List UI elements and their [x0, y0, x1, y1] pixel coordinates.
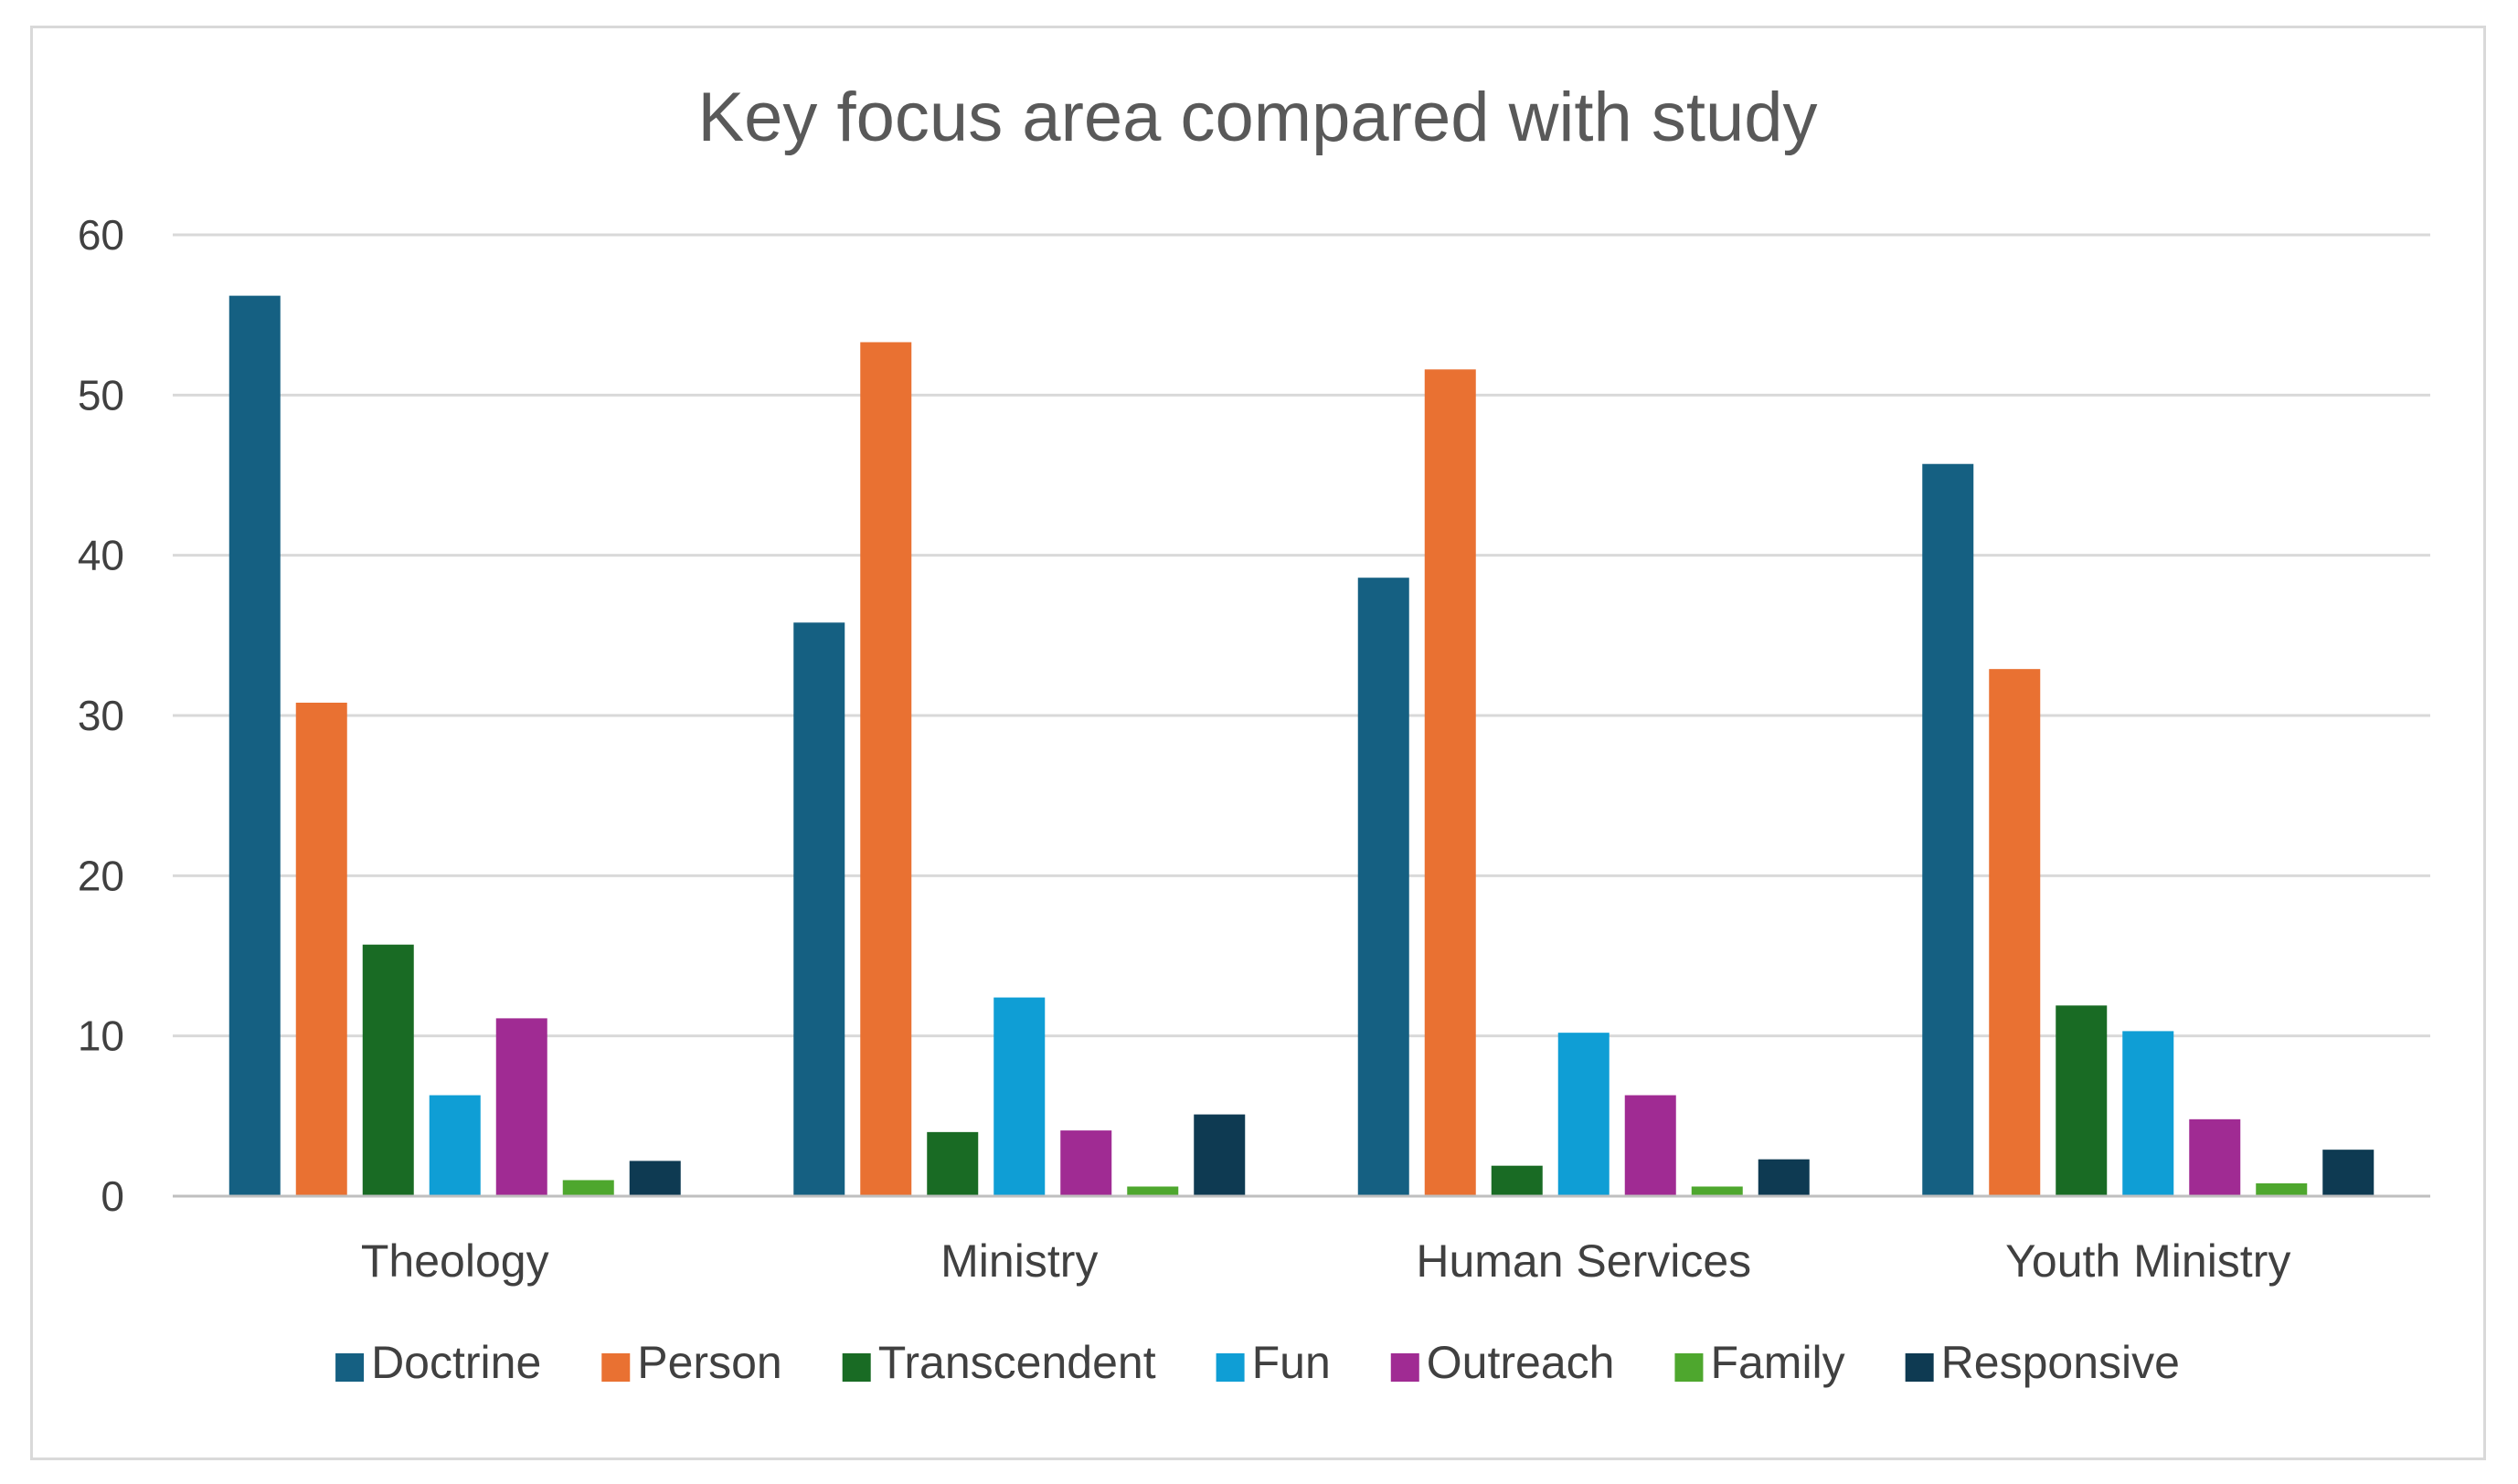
bar-transcendent-youth-ministry	[2056, 1005, 2108, 1196]
bar-person-youth-ministry	[1989, 669, 2041, 1196]
legend: Doctrine Person Transcendent Fun Outreach Fam…	[335, 1337, 2180, 1388]
bar-family-youth-ministry	[2256, 1182, 2308, 1196]
bar-person-theology	[295, 702, 347, 1196]
legend-item: Person	[601, 1337, 782, 1388]
legend-swatch	[601, 1353, 631, 1382]
chart-svg: Key focus area compared with study 0 10 20…	[78, 79, 2430, 1388]
bar-responsive-ministry	[1194, 1114, 1246, 1196]
x-category-label: Ministry	[940, 1235, 1098, 1287]
y-tick-label: 20	[78, 852, 124, 899]
chart-title: Key focus area compared with study	[697, 79, 1817, 156]
bar-family-theology	[562, 1180, 614, 1196]
y-axis-ticks: 0 10 20 30 40 50 60	[78, 211, 124, 1220]
legend-label: Family	[1710, 1337, 1844, 1388]
bar-doctrine-human-services	[1357, 578, 1409, 1196]
gridlines	[173, 233, 2430, 1038]
legend-swatch	[1674, 1353, 1704, 1382]
bar-outreach-human-services	[1624, 1095, 1676, 1196]
bar-outreach-youth-ministry	[2189, 1118, 2241, 1196]
bar-doctrine-theology	[228, 295, 281, 1196]
bar-responsive-youth-ministry	[2322, 1150, 2375, 1196]
bar-transcendent-human-services	[1491, 1165, 1543, 1196]
bar-fun-human-services	[1557, 1033, 1610, 1196]
legend-item: Outreach	[1390, 1337, 1615, 1388]
x-category-label: Human Services	[1416, 1235, 1751, 1287]
y-tick-label: 40	[78, 532, 124, 579]
bars	[228, 295, 2375, 1196]
legend-label: Transcendent	[878, 1337, 1156, 1388]
legend-label: Responsive	[1941, 1337, 2180, 1388]
bar-outreach-ministry	[1060, 1130, 1112, 1196]
legend-label: Outreach	[1427, 1337, 1615, 1388]
legend-swatch	[1905, 1353, 1934, 1382]
legend-swatch	[1216, 1353, 1245, 1382]
bar-outreach-theology	[495, 1018, 547, 1196]
legend-swatch	[335, 1353, 365, 1382]
y-tick-label: 30	[78, 692, 124, 739]
bar-fun-youth-ministry	[2122, 1031, 2174, 1196]
bar-doctrine-youth-ministry	[1922, 463, 1974, 1196]
legend-item: Transcendent	[842, 1337, 1156, 1388]
x-category-label: Youth Ministry	[2005, 1235, 2290, 1287]
bar-transcendent-ministry	[927, 1131, 979, 1196]
legend-item: Fun	[1216, 1337, 1331, 1388]
legend-swatch	[842, 1353, 871, 1382]
legend-item: Responsive	[1905, 1337, 2180, 1388]
bar-family-ministry	[1127, 1186, 1179, 1196]
legend-label: Fun	[1252, 1337, 1331, 1388]
bar-fun-ministry	[993, 997, 1046, 1196]
bar-person-ministry	[860, 342, 912, 1196]
bar-fun-theology	[429, 1095, 481, 1196]
y-tick-label: 60	[78, 211, 124, 259]
legend-label: Doctrine	[371, 1337, 541, 1388]
chart-frame: Key focus area compared with study 0 10 20…	[30, 26, 2486, 1460]
x-category-label: Theology	[361, 1235, 549, 1287]
bar-responsive-human-services	[1758, 1159, 1810, 1196]
y-tick-label: 50	[78, 371, 124, 419]
y-tick-label: 0	[101, 1172, 124, 1220]
legend-item: Doctrine	[335, 1337, 541, 1388]
bar-transcendent-theology	[362, 944, 414, 1196]
legend-swatch	[1390, 1353, 1419, 1382]
bar-person-human-services	[1424, 369, 1476, 1196]
bar-doctrine-ministry	[793, 622, 845, 1196]
x-axis-categories: Theology Ministry Human Services Youth Mini…	[361, 1235, 2290, 1287]
bar-responsive-theology	[629, 1161, 681, 1196]
bar-family-human-services	[1691, 1186, 1743, 1196]
legend-label: Person	[637, 1337, 781, 1388]
legend-item: Family	[1674, 1337, 1845, 1388]
y-tick-label: 10	[78, 1012, 124, 1060]
